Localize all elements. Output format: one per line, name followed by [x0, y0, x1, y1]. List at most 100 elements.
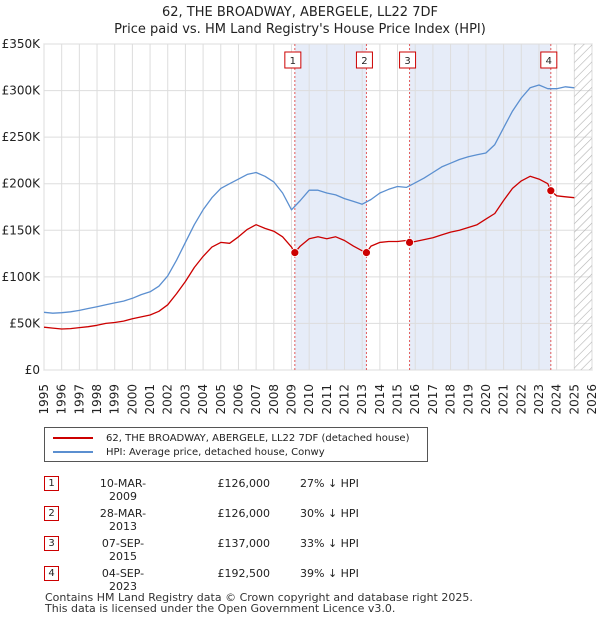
- row-number-badge: 1: [44, 476, 59, 491]
- series-lines: [43, 84, 575, 330]
- row-price: £126,000: [217, 507, 271, 520]
- x-tick-label: 2004: [196, 384, 210, 415]
- row-hpi: 39% ↓ HPI: [300, 567, 359, 580]
- x-tick-label: 2013: [355, 384, 369, 415]
- sale-markers: [290, 186, 556, 258]
- row-hpi: 27% ↓ HPI: [300, 477, 359, 490]
- sale-marker: [546, 186, 556, 196]
- x-tick-label: 2008: [267, 384, 281, 415]
- event-badge: 1: [284, 51, 302, 69]
- x-tick-label: 2015: [391, 384, 405, 415]
- legend-item-hpi: HPI: Average price, detached house, Conw…: [53, 445, 325, 459]
- sale-marker: [290, 248, 300, 258]
- legend-label-hpi: HPI: Average price, detached house, Conw…: [106, 446, 325, 458]
- row-hpi: 30% ↓ HPI: [300, 507, 359, 520]
- x-tick-label: 2020: [479, 384, 493, 415]
- table-row: 1 10-MAR-2009 £126,000 27% ↓ HPI: [44, 476, 424, 503]
- row-date: 07-SEP-2015: [101, 537, 145, 563]
- x-tick-label: 2006: [231, 384, 245, 415]
- footer-line-2: This data is licensed under the Open Gov…: [45, 602, 396, 615]
- x-tick-label: 2026: [585, 384, 599, 415]
- shaded-period: [409, 44, 551, 370]
- y-tick-label: £100K: [2, 270, 42, 284]
- x-tick-label: 2002: [161, 384, 175, 415]
- x-tick-label: 2025: [567, 384, 581, 415]
- x-tick-label: 1998: [90, 384, 104, 415]
- shaded-period: [294, 44, 367, 370]
- x-tick-label: 2014: [373, 384, 387, 415]
- future-hatch: [574, 44, 592, 370]
- x-tick-label: 2010: [302, 384, 316, 415]
- row-number-badge: 2: [44, 506, 59, 521]
- sale-marker: [362, 248, 371, 258]
- chart-subtitle: Price paid vs. HM Land Registry's House …: [114, 22, 486, 37]
- footer-line-1: Contains HM Land Registry data © Crown c…: [45, 591, 473, 604]
- x-tick-label: 2012: [338, 384, 352, 415]
- row-date: 28-MAR-2013: [99, 507, 147, 533]
- hpi-line: [43, 84, 575, 314]
- plot-area: [43, 43, 593, 371]
- row-date: 10-MAR-2009: [99, 477, 147, 503]
- legend-item-property: 62, THE BROADWAY, ABERGELE, LL22 7DF (de…: [53, 431, 409, 445]
- x-tick-label: 2023: [532, 384, 546, 415]
- y-axis: £0 £50K £100K £150K £200K £250K £300K £350K: [2, 37, 42, 377]
- table-row: 4 04-SEP-2023 £192,500 39% ↓ HPI: [44, 566, 424, 593]
- grid-lines: [43, 43, 593, 371]
- x-tick-label: 2016: [408, 384, 422, 415]
- y-tick-label: £350K: [2, 37, 42, 51]
- x-tick-label: 1997: [72, 384, 86, 415]
- x-tick-label: 2022: [514, 384, 528, 415]
- legend-label-property: 62, THE BROADWAY, ABERGELE, LL22 7DF (de…: [106, 432, 410, 444]
- chart-title: 62, THE BROADWAY, ABERGELE, LL22 7DF: [162, 5, 438, 20]
- x-tick-label: 2001: [143, 384, 157, 415]
- property-price-line: [43, 175, 575, 330]
- legend: 62, THE BROADWAY, ABERGELE, LL22 7DF (de…: [44, 427, 428, 462]
- event-badge-label: 3: [404, 56, 410, 67]
- x-tick-label: 2024: [550, 384, 564, 415]
- table-row: 3 07-SEP-2015 £137,000 33% ↓ HPI: [44, 536, 424, 563]
- y-tick-label: £200K: [2, 177, 42, 191]
- x-tick-label: 2018: [444, 384, 458, 415]
- event-badge: 2: [355, 51, 373, 69]
- row-number-badge: 3: [44, 536, 59, 551]
- legend-swatch-hpi: [53, 451, 93, 453]
- event-badge-box: [284, 51, 302, 69]
- sale-marker: [405, 237, 414, 247]
- footer-attribution: Contains HM Land Registry data © Crown c…: [45, 592, 473, 614]
- x-tick-label: 2011: [320, 384, 334, 415]
- event-badge: 3: [399, 51, 417, 69]
- row-price: £192,500: [217, 567, 271, 580]
- x-tick-label: 2005: [214, 384, 228, 415]
- x-tick-label: 2009: [284, 384, 298, 415]
- x-axis: 1995 1996 1997 1998 1999 2000 2001 2002 2003 2004…: [37, 384, 599, 415]
- x-tick-label: 2017: [426, 384, 440, 415]
- x-tick-label: 1995: [37, 384, 51, 415]
- row-hpi: 33% ↓ HPI: [300, 537, 359, 550]
- legend-swatch-property: [53, 437, 93, 439]
- y-tick-label: £250K: [2, 130, 42, 144]
- x-tick-label: 1996: [55, 384, 69, 415]
- event-badge-box: [540, 51, 558, 69]
- row-date: 04-SEP-2023: [101, 567, 145, 593]
- event-badge-label: 4: [546, 56, 552, 67]
- x-tick-label: 2021: [497, 384, 511, 415]
- y-tick-label: £0: [25, 363, 40, 377]
- row-price: £126,000: [217, 477, 271, 490]
- y-tick-label: £300K: [2, 84, 42, 98]
- event-badge-label: 1: [290, 56, 296, 67]
- y-tick-label: £150K: [2, 223, 42, 237]
- row-price: £137,000: [217, 537, 271, 550]
- x-tick-label: 2019: [461, 384, 475, 415]
- table-row: 2 28-MAR-2013 £126,000 30% ↓ HPI: [44, 506, 424, 533]
- y-tick-label: £50K: [9, 316, 41, 330]
- event-badge: 4: [540, 51, 558, 69]
- price-chart: 62, THE BROADWAY, ABERGELE, LL22 7DF Pri…: [2, 5, 599, 415]
- event-badge-box: [399, 51, 417, 69]
- x-tick-label: 1999: [108, 384, 122, 415]
- x-tick-label: 2007: [249, 384, 263, 415]
- future-hatch-area: [574, 44, 592, 370]
- x-tick-label: 2003: [178, 384, 192, 415]
- row-number-badge: 4: [44, 566, 59, 581]
- event-badges: 1 2 3 4: [284, 51, 558, 69]
- event-badge-box: [355, 51, 373, 69]
